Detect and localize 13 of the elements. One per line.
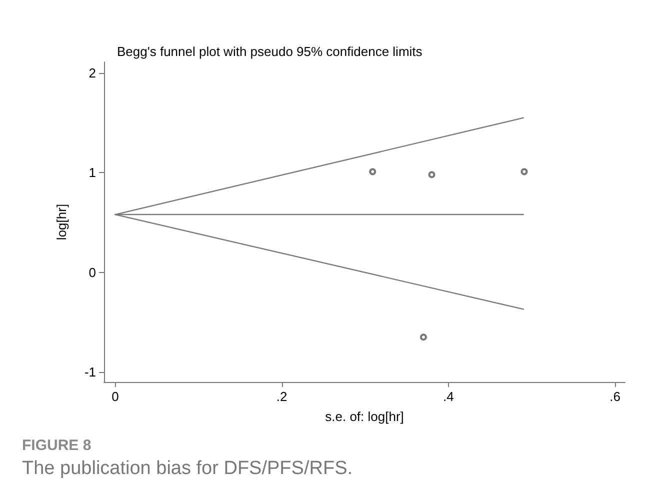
y-tick-label: 2 <box>88 65 96 80</box>
y-tick-label: 0 <box>88 264 96 280</box>
x-tick-label: .6 <box>610 389 620 404</box>
x-tick-label: 0 <box>112 389 119 404</box>
x-axis-title: s.e. of: log[hr] <box>325 409 404 424</box>
caption: FIGURE 8 <box>22 437 92 454</box>
x-tick-label: .2 <box>276 389 288 404</box>
chart-title: Begg's funnel plot with pseudo 95% confidence limits <box>117 44 423 59</box>
y-tick-label: -1 <box>84 364 96 380</box>
y-tick-label: 1 <box>88 165 96 180</box>
x-tick-label: .4 <box>442 389 454 404</box>
text: The publication bias for DFS/PFS/RFS. <box>22 458 353 479</box>
y-axis-title: log[hr] <box>54 204 69 240</box>
